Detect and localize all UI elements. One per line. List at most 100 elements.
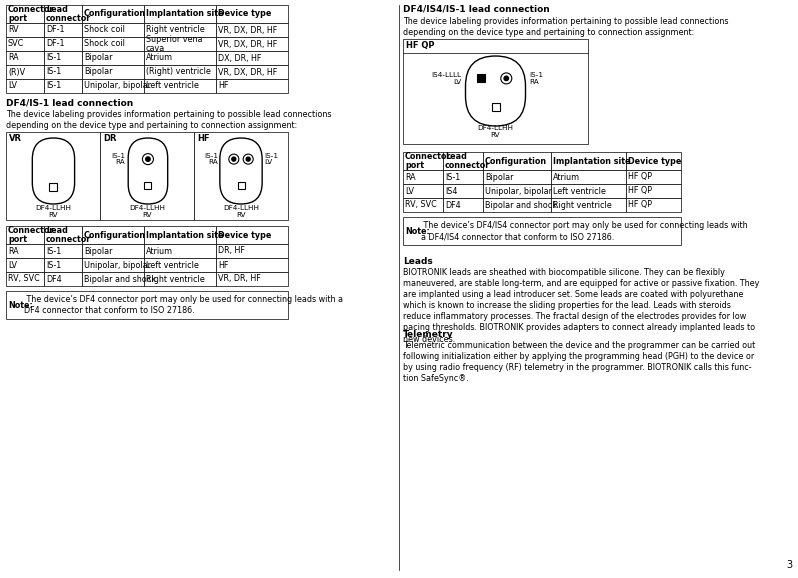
Text: Unipolar, bipolar: Unipolar, bipolar xyxy=(84,81,151,91)
Bar xyxy=(626,184,681,198)
Text: Left ventricle: Left ventricle xyxy=(553,187,606,195)
Text: Right ventricle: Right ventricle xyxy=(553,201,612,209)
Bar xyxy=(492,103,500,110)
Bar xyxy=(216,51,288,65)
Bar xyxy=(216,272,288,286)
Bar xyxy=(194,132,288,220)
Text: 3: 3 xyxy=(786,560,792,570)
Text: Telemetry: Telemetry xyxy=(403,330,453,339)
Bar xyxy=(6,226,44,244)
Text: RA: RA xyxy=(8,54,18,62)
Text: VR, DR, HF: VR, DR, HF xyxy=(218,275,261,283)
Circle shape xyxy=(504,76,508,80)
Bar xyxy=(216,244,288,258)
Bar xyxy=(44,65,82,79)
Text: LV: LV xyxy=(8,261,17,269)
Bar xyxy=(144,79,216,93)
Text: Shock coil: Shock coil xyxy=(84,39,124,49)
Bar xyxy=(6,23,44,37)
Text: DR, HF: DR, HF xyxy=(218,246,245,255)
Bar xyxy=(44,226,82,244)
Bar xyxy=(551,152,626,170)
Text: The device’s DF4 connector port may only be used for connecting leads with a
DF4: The device’s DF4 connector port may only… xyxy=(24,295,343,315)
Text: DF4-LLHH
RV: DF4-LLHH RV xyxy=(477,125,513,138)
Text: HF: HF xyxy=(197,134,210,143)
Text: Bipolar: Bipolar xyxy=(485,172,513,181)
Text: The device’s DF4/IS4 connector port may only be used for connecting leads with
a: The device’s DF4/IS4 connector port may … xyxy=(421,221,748,241)
Bar xyxy=(82,37,144,51)
Bar xyxy=(44,272,82,286)
Bar xyxy=(6,5,44,23)
Text: Device type: Device type xyxy=(218,9,271,18)
Bar xyxy=(6,51,44,65)
Bar xyxy=(626,152,681,170)
Text: HF: HF xyxy=(218,261,228,269)
Text: HF QP: HF QP xyxy=(628,201,652,209)
Text: Lead
connector: Lead connector xyxy=(46,5,91,23)
Text: Lead
connector: Lead connector xyxy=(445,151,490,171)
Bar xyxy=(443,198,483,212)
Bar xyxy=(6,37,44,51)
Bar xyxy=(82,272,144,286)
Bar xyxy=(403,184,443,198)
FancyBboxPatch shape xyxy=(128,138,168,204)
Text: (R)V: (R)V xyxy=(8,68,25,76)
Bar xyxy=(144,272,216,286)
Bar xyxy=(216,37,288,51)
Bar xyxy=(238,183,244,190)
Text: DF-1: DF-1 xyxy=(46,39,65,49)
Text: The device labeling provides information pertaining to possible lead connections: The device labeling provides information… xyxy=(403,17,729,37)
Bar xyxy=(216,23,288,37)
Text: HF: HF xyxy=(218,81,228,91)
Text: Device type: Device type xyxy=(628,157,681,165)
Text: LV: LV xyxy=(8,81,17,91)
Text: Implantation site: Implantation site xyxy=(146,231,223,239)
Text: VR: VR xyxy=(9,134,22,143)
Bar xyxy=(82,5,144,23)
Text: Atrium: Atrium xyxy=(553,172,580,181)
Bar xyxy=(144,244,216,258)
Bar xyxy=(626,198,681,212)
Bar xyxy=(144,23,216,37)
Text: The device labeling provides information pertaining to possible lead connections: The device labeling provides information… xyxy=(6,110,331,130)
Bar xyxy=(144,51,216,65)
Bar xyxy=(82,258,144,272)
Text: RV, SVC: RV, SVC xyxy=(405,201,437,209)
Text: Bipolar: Bipolar xyxy=(84,246,113,255)
Bar xyxy=(44,37,82,51)
Text: RA: RA xyxy=(405,172,416,181)
Bar xyxy=(82,51,144,65)
Text: RA: RA xyxy=(8,246,18,255)
Bar xyxy=(403,152,443,170)
Bar xyxy=(144,37,216,51)
Text: Leads: Leads xyxy=(403,257,433,266)
Text: DF4-LLHH
RV: DF4-LLHH RV xyxy=(129,205,165,218)
Text: VR, DX, DR, HF: VR, DX, DR, HF xyxy=(218,25,277,35)
Text: Device type: Device type xyxy=(218,231,271,239)
Bar xyxy=(483,170,551,184)
Text: IS-1: IS-1 xyxy=(445,172,460,181)
FancyBboxPatch shape xyxy=(33,138,75,204)
Bar xyxy=(443,184,483,198)
Text: DF-1: DF-1 xyxy=(46,25,65,35)
Bar xyxy=(6,65,44,79)
Text: HF QP: HF QP xyxy=(628,172,652,181)
Bar xyxy=(483,152,551,170)
Bar xyxy=(216,258,288,272)
Text: Shock coil: Shock coil xyxy=(84,25,124,35)
Bar xyxy=(44,258,82,272)
Bar xyxy=(216,5,288,23)
Bar xyxy=(216,226,288,244)
Bar xyxy=(216,65,288,79)
Text: Atrium: Atrium xyxy=(146,54,173,62)
Text: IS-1
RA: IS-1 RA xyxy=(530,72,543,84)
Bar xyxy=(82,65,144,79)
Text: DF4: DF4 xyxy=(445,201,460,209)
Bar xyxy=(100,132,194,220)
Text: Bipolar: Bipolar xyxy=(84,54,113,62)
Bar xyxy=(49,183,57,191)
Text: Connector
port: Connector port xyxy=(405,151,452,171)
Bar xyxy=(551,198,626,212)
Bar xyxy=(44,23,82,37)
Text: (Right) ventricle: (Right) ventricle xyxy=(146,68,211,76)
